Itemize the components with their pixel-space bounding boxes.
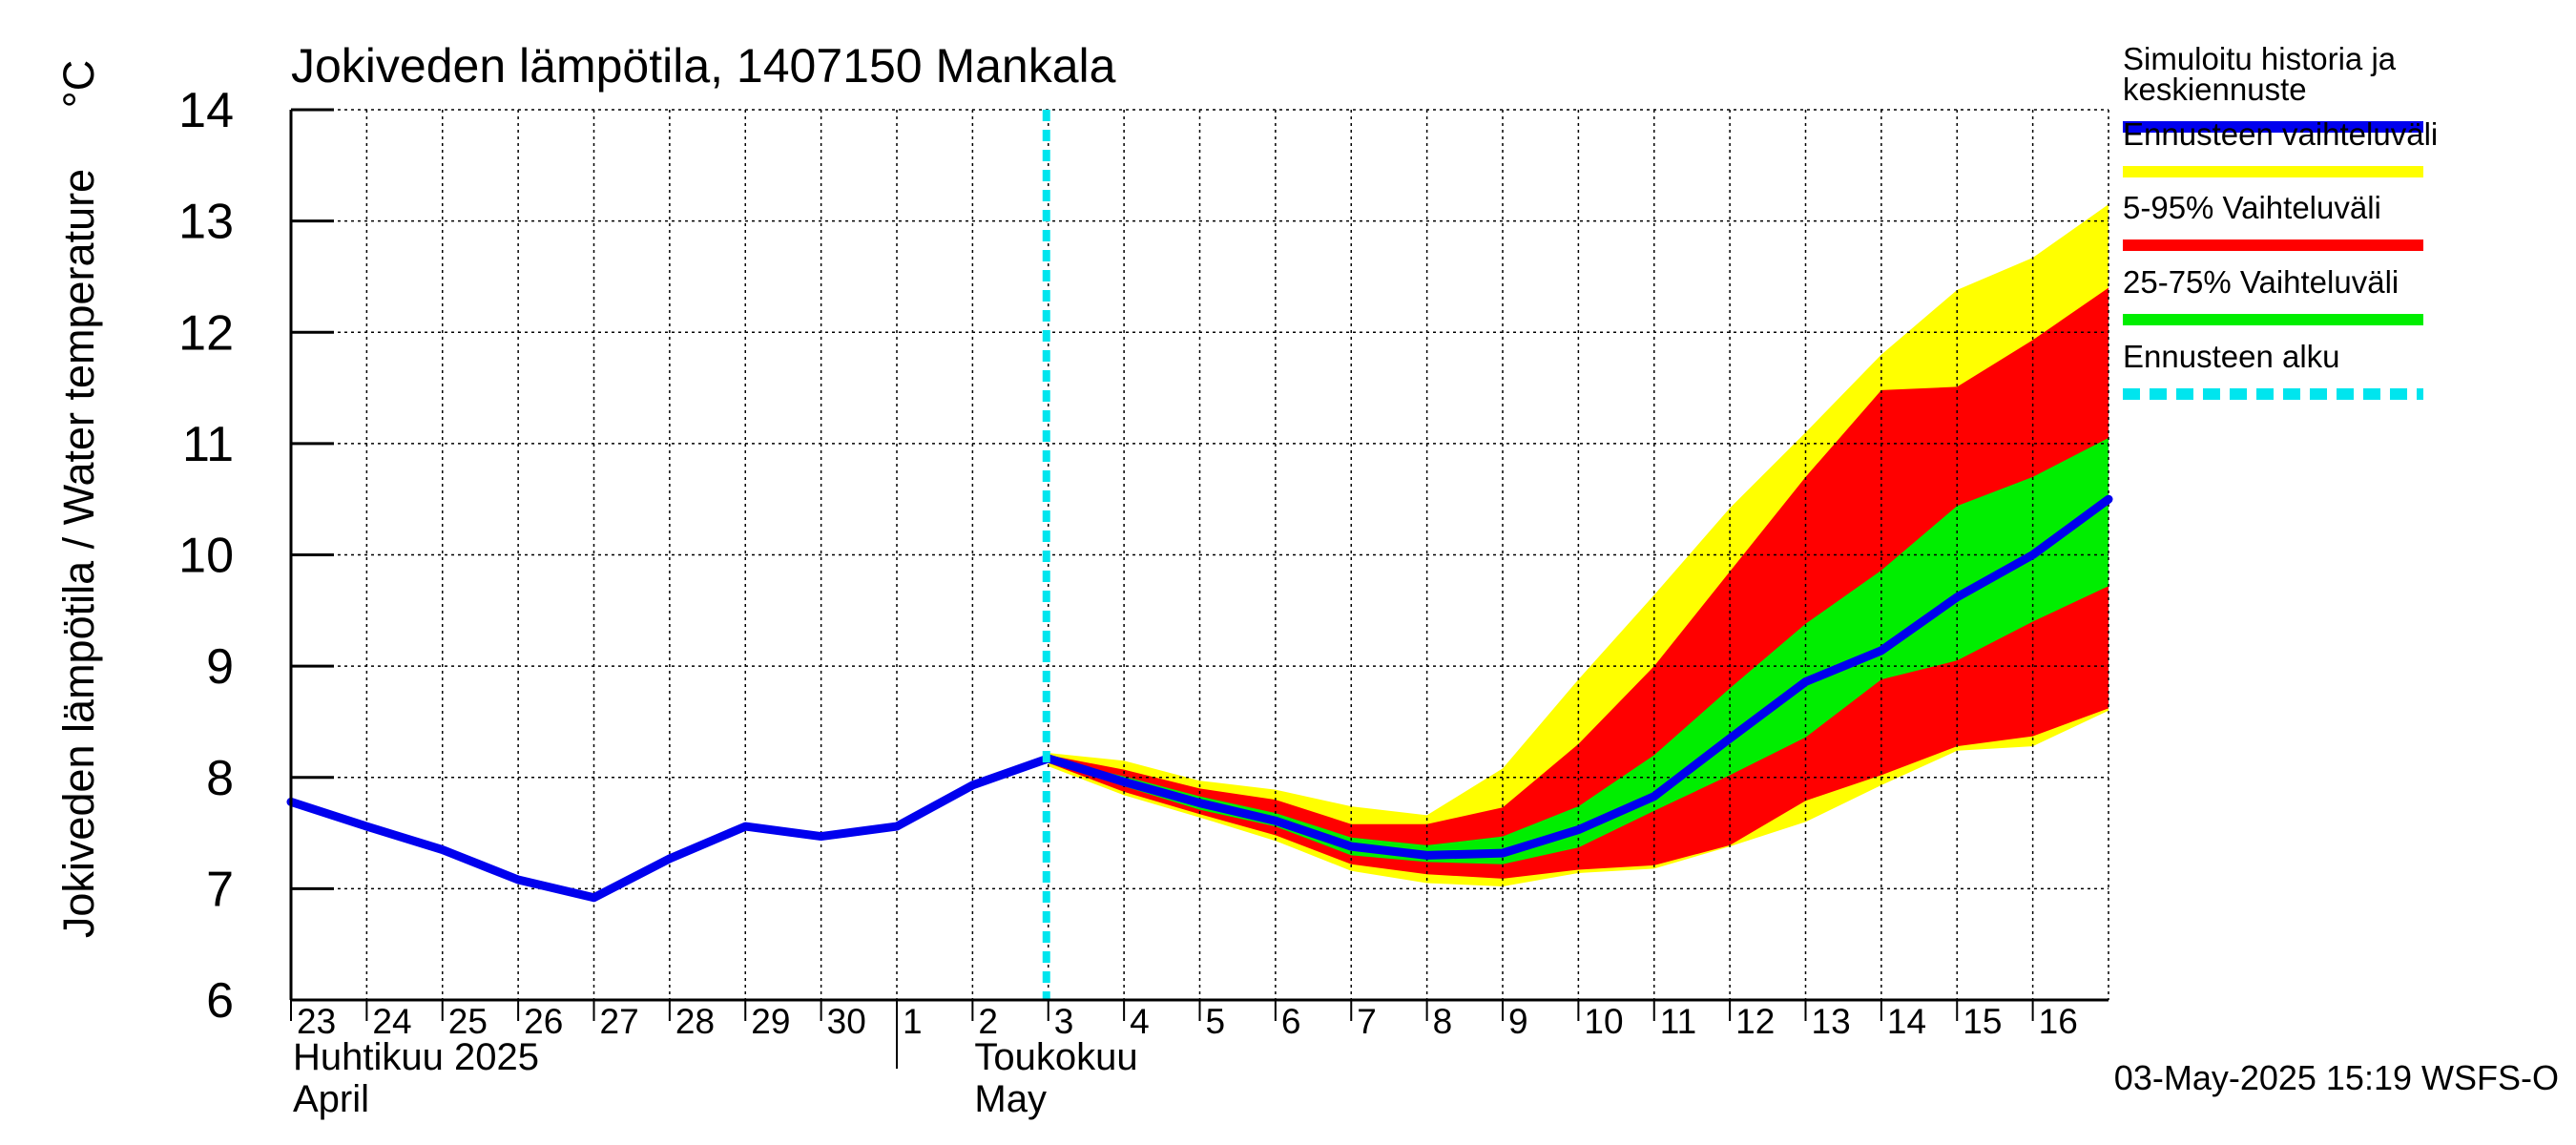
y-tick-label: 14 <box>178 83 234 138</box>
grid-layer <box>291 109 2109 1000</box>
x-tick-label: 2 <box>978 1002 998 1041</box>
x-tick-label: 9 <box>1508 1002 1528 1041</box>
series-line-0 <box>286 494 2113 903</box>
month-label-en: April <box>293 1078 369 1120</box>
band-2 <box>1048 438 2109 864</box>
y-axis-label: Jokiveden lämpötila / Water temperature <box>54 169 103 938</box>
month-label-en: May <box>974 1078 1047 1120</box>
footer-timestamp: 03-May-2025 15:19 WSFS-O <box>2114 1058 2559 1097</box>
x-tick-label: 28 <box>675 1002 715 1041</box>
legend-label-0: Simuloitu historia ja <box>2123 41 2397 76</box>
x-tick-label: 13 <box>1812 1002 1851 1041</box>
series-layer <box>286 110 2113 1000</box>
y-tick-label: 7 <box>206 862 234 917</box>
legend-label-1: Ennusteen vaihteluväli <box>2123 116 2438 152</box>
legend-label-0: keskiennuste <box>2123 72 2307 107</box>
y-tick-label: 8 <box>206 751 234 806</box>
x-tick-label: 30 <box>827 1002 866 1041</box>
x-tick-label: 1 <box>903 1002 923 1041</box>
x-tick-label: 4 <box>1130 1002 1150 1041</box>
x-tick-label: 7 <box>1357 1002 1377 1041</box>
x-tick-label: 16 <box>2039 1002 2078 1041</box>
x-tick-label: 6 <box>1281 1002 1301 1041</box>
y-tick-label: 12 <box>178 305 234 361</box>
x-tick-label: 14 <box>1887 1002 1926 1041</box>
legend-label-3: 25-75% Vaihteluväli <box>2123 264 2399 300</box>
y-tick-label: 13 <box>178 195 234 250</box>
x-tick-label: 27 <box>600 1002 639 1041</box>
legend-label-2: 5-95% Vaihteluväli <box>2123 190 2381 225</box>
bands-layer <box>1048 204 2109 887</box>
chart-title: Jokiveden lämpötila, 1407150 Mankala <box>291 39 1116 93</box>
y-tick-label: 9 <box>206 639 234 695</box>
x-tick-label: 10 <box>1584 1002 1623 1041</box>
x-tick-label: 15 <box>1963 1002 2002 1041</box>
x-tick-label: 11 <box>1660 1002 1696 1041</box>
month-label-fi: Toukokuu <box>974 1036 1137 1078</box>
x-tick-label: 12 <box>1735 1002 1775 1041</box>
x-tick-label: 26 <box>524 1002 563 1041</box>
y-axis-unit: °C <box>54 60 103 109</box>
legend-label-4: Ennusteen alku <box>2123 339 2340 374</box>
x-tick-label: 8 <box>1433 1002 1453 1041</box>
y-tick-label: 6 <box>206 973 234 1029</box>
x-tick-label: 5 <box>1206 1002 1226 1041</box>
band-1 <box>1048 287 2109 879</box>
y-tick-label: 10 <box>178 529 234 584</box>
x-tick-label: 29 <box>751 1002 790 1041</box>
y-tick-label: 11 <box>182 417 234 472</box>
x-tick-label: 3 <box>1054 1002 1074 1041</box>
month-label-fi: Huhtikuu 2025 <box>293 1036 539 1078</box>
x-tick-label: 24 <box>372 1002 411 1041</box>
x-tick-label: 23 <box>297 1002 336 1041</box>
x-tick-label: 25 <box>448 1002 488 1041</box>
